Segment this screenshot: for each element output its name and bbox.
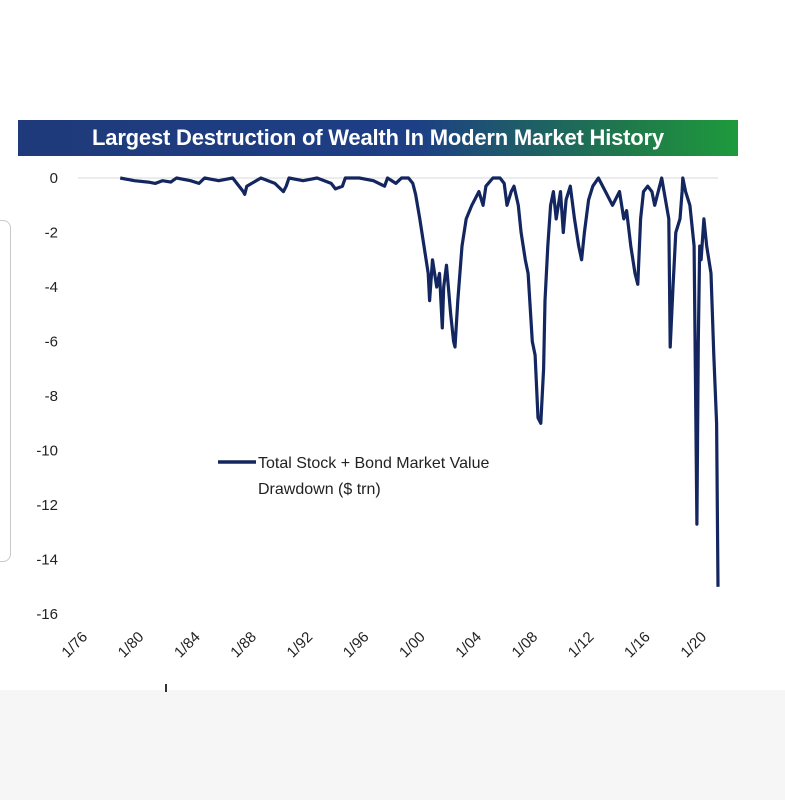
- x-tick-label: 1/04: [452, 628, 485, 661]
- chart-title-bar: Largest Destruction of Wealth In Modern …: [18, 120, 738, 156]
- small-tick-mark: [165, 684, 167, 692]
- x-tick-label: 1/76: [58, 628, 91, 661]
- y-tick-label: -8: [45, 388, 58, 405]
- bottom-area: [0, 690, 785, 800]
- x-tick-label: 1/12: [565, 628, 598, 661]
- y-tick-label: -14: [36, 552, 58, 569]
- x-tick-label: 1/96: [340, 628, 373, 661]
- x-tick-label: 1/88: [227, 628, 260, 661]
- x-tick-label: 1/08: [509, 628, 542, 661]
- x-tick-label: 1/00: [396, 628, 429, 661]
- y-tick-label: -12: [36, 497, 58, 514]
- y-tick-label: -6: [45, 334, 58, 351]
- x-tick-label: 1/80: [115, 628, 148, 661]
- x-tick-label: 1/84: [171, 628, 204, 661]
- y-tick-label: -16: [36, 606, 58, 623]
- chart-title: Largest Destruction of Wealth In Modern …: [92, 125, 664, 150]
- y-tick-label: -2: [45, 225, 58, 242]
- y-tick-label: 0: [50, 170, 58, 187]
- x-tick-label: 1/20: [677, 628, 710, 661]
- chart-panel: [0, 118, 785, 690]
- legend-label-line1: Total Stock + Bond Market Value: [258, 455, 489, 472]
- x-tick-label: 1/16: [621, 628, 654, 661]
- legend-label-line2: Drawdown ($ trn): [258, 481, 381, 498]
- y-tick-label: -10: [36, 443, 58, 460]
- x-tick-label: 1/92: [284, 628, 317, 661]
- series-line: [119, 176, 720, 587]
- card-edge: [0, 220, 11, 562]
- y-tick-label: -4: [45, 279, 58, 296]
